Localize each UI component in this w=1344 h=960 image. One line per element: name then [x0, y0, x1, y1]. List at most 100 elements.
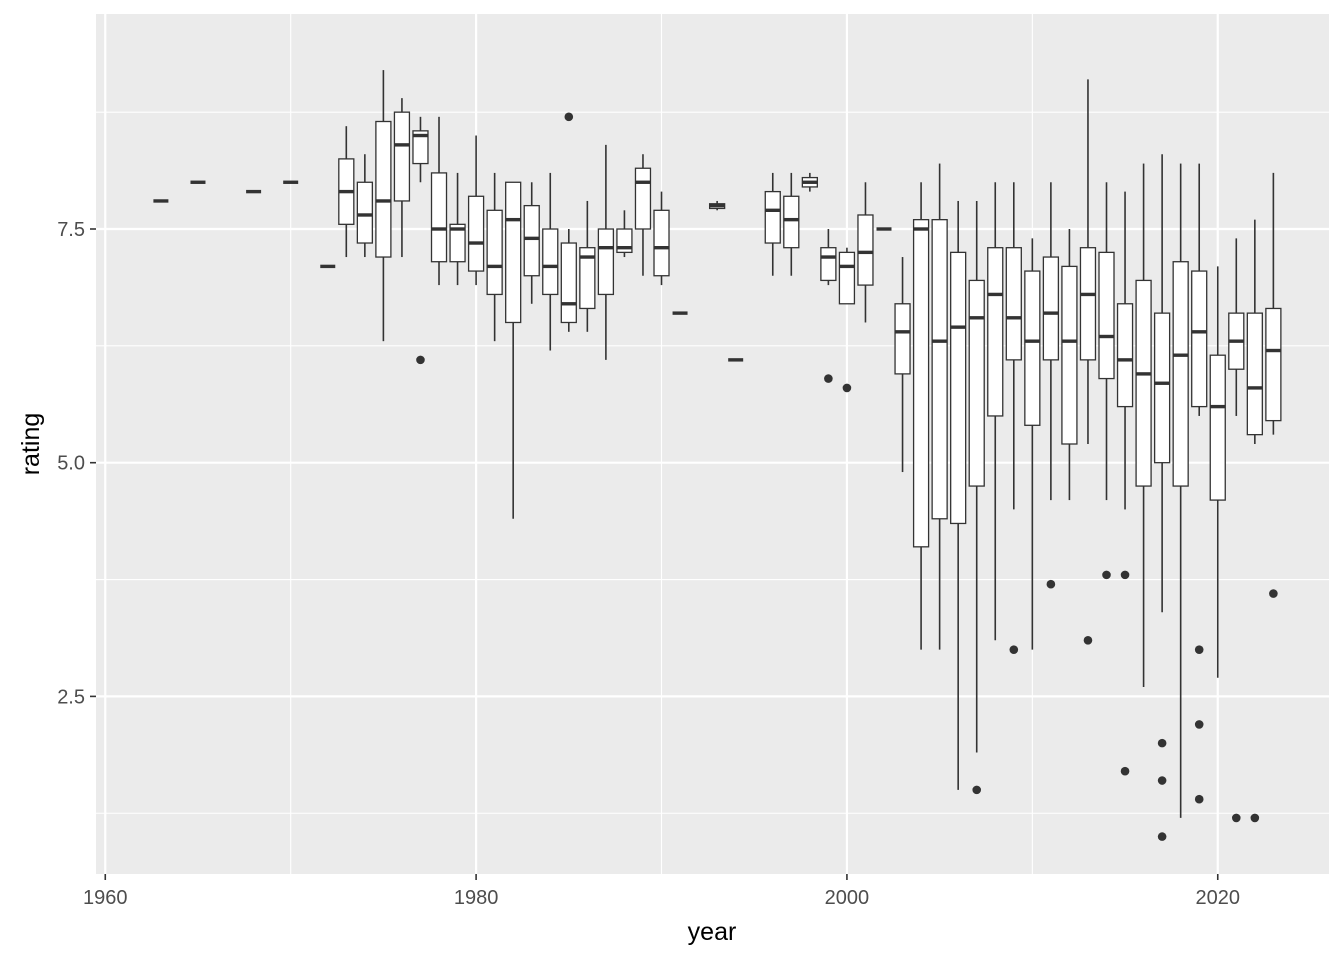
- box-body: [356, 181, 373, 244]
- box-1978: [430, 116, 448, 286]
- outlier-point: [1194, 720, 1204, 729]
- box-2004: [912, 182, 930, 650]
- box-body: [1061, 265, 1078, 445]
- outlier-point: [416, 355, 425, 365]
- box-body: [1191, 270, 1208, 408]
- outlier-point: [1120, 766, 1130, 776]
- outlier-point: [1250, 813, 1260, 823]
- box-1999: [820, 229, 837, 383]
- outlier-point: [1083, 636, 1093, 645]
- outlier-point: [1231, 813, 1241, 823]
- box-body: [1042, 256, 1060, 361]
- y-axis-title: rating: [17, 413, 45, 476]
- box-2020: [1209, 266, 1226, 678]
- box-2011: [1042, 182, 1060, 589]
- outlier-point: [1269, 589, 1278, 598]
- box-body: [1024, 270, 1041, 426]
- outlier-point: [824, 374, 833, 383]
- box-2012: [1061, 229, 1078, 501]
- box-2010: [1024, 238, 1041, 650]
- box-2023: [1265, 172, 1282, 598]
- box-1984: [542, 172, 559, 351]
- box-body: [1153, 312, 1171, 464]
- y-tick-label: 2.5: [57, 686, 85, 708]
- axis-ticks: [90, 228, 1219, 880]
- box-body: [560, 242, 577, 324]
- box-2018: [1172, 163, 1189, 818]
- box-body: [931, 219, 948, 520]
- box-body: [393, 111, 411, 202]
- box-2008: [987, 182, 1004, 641]
- box-body: [375, 120, 392, 258]
- box-2019: [1191, 163, 1208, 804]
- box-body: [486, 209, 503, 296]
- x-tick-label: 1960: [83, 887, 128, 909]
- box-2006: [950, 200, 967, 790]
- box-2005: [931, 163, 948, 650]
- box-2022: [1246, 219, 1263, 823]
- box-2016: [1135, 163, 1152, 688]
- box-2017: [1153, 154, 1171, 841]
- box-body: [1172, 261, 1189, 487]
- box-body: [579, 247, 596, 310]
- box-2013: [1079, 79, 1097, 645]
- box-1976: [393, 98, 411, 258]
- x-tick-label: 2020: [1196, 887, 1241, 909]
- y-tick-label: 5.0: [57, 453, 85, 475]
- box-body: [1079, 247, 1097, 361]
- outlier-point: [1157, 832, 1167, 841]
- box-1973: [338, 126, 355, 258]
- box-body: [838, 251, 856, 305]
- box-2001: [857, 182, 874, 323]
- box-1986: [579, 200, 596, 332]
- box-1988: [616, 210, 633, 258]
- outlier-point: [1194, 645, 1204, 654]
- box-2009: [1005, 182, 1022, 654]
- box-2015: [1116, 191, 1134, 776]
- box-body: [634, 167, 652, 230]
- box-body: [1265, 307, 1282, 422]
- x-tick-label: 2000: [825, 887, 870, 909]
- box-1980: [467, 135, 485, 286]
- axis-tick-labels: 1960 1980 2000 2020 2.5 5.0 7.5: [57, 219, 1240, 909]
- box-body: [1116, 303, 1134, 408]
- box-body: [968, 279, 985, 487]
- box-2000: [838, 247, 856, 393]
- outlier-point: [1046, 579, 1056, 589]
- box-body: [449, 223, 466, 263]
- box-body: [783, 195, 800, 249]
- y-tick-label: 7.5: [57, 219, 85, 241]
- box-body: [542, 228, 559, 296]
- box-1997: [783, 172, 800, 276]
- box-2014: [1098, 182, 1115, 580]
- box-1990: [653, 191, 670, 286]
- box-body: [894, 303, 911, 375]
- x-axis-title: year: [688, 918, 737, 946]
- box-2003: [894, 257, 911, 473]
- box-body: [987, 247, 1004, 417]
- box-body: [950, 251, 967, 525]
- box-1985: [560, 112, 577, 332]
- outlier-point: [1157, 776, 1167, 785]
- outlier-point: [972, 785, 982, 795]
- box-body: [1098, 251, 1115, 380]
- box-body: [1135, 279, 1152, 487]
- outlier-point: [1194, 794, 1204, 804]
- box-2021: [1228, 238, 1245, 823]
- x-tick-label: 1980: [454, 887, 499, 909]
- box-1998: [801, 172, 818, 192]
- box-1977: [412, 116, 429, 365]
- box-body: [1005, 247, 1022, 361]
- box-body: [467, 195, 485, 272]
- box-1996: [764, 172, 781, 276]
- outlier-point: [564, 112, 574, 122]
- box-body: [912, 219, 930, 548]
- box-body: [523, 204, 540, 277]
- box-body: [1209, 354, 1226, 501]
- outlier-point: [842, 383, 852, 393]
- box-body: [1246, 312, 1263, 436]
- box-1981: [486, 172, 503, 342]
- box-2007: [968, 200, 985, 795]
- box-body: [430, 172, 448, 263]
